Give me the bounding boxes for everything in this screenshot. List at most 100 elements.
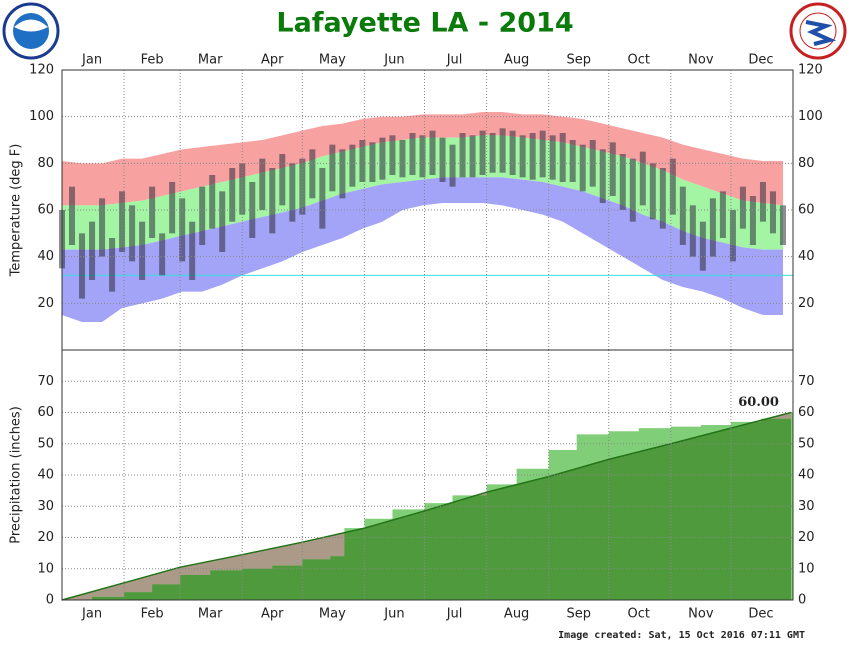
observed-range-bar xyxy=(449,144,456,187)
y2-tick-label: 50 xyxy=(798,436,815,451)
y-tick-label: 30 xyxy=(37,499,54,514)
observed-range-bar xyxy=(529,133,536,180)
observed-range-bar xyxy=(79,233,86,299)
x-tick-label: Oct xyxy=(628,607,650,622)
y2-tick-label: 80 xyxy=(798,156,815,171)
observed-range-bar xyxy=(289,163,296,222)
y2-tick-label: 10 xyxy=(798,561,815,576)
y-tick-label: 50 xyxy=(37,436,54,451)
observed-range-bar xyxy=(499,128,506,173)
x-tick-label: Apr xyxy=(261,53,284,68)
observed-range-bar xyxy=(739,186,746,229)
y-axis-title: Precipitation (inches) xyxy=(9,406,24,544)
observed-range-bar xyxy=(379,137,386,180)
x-tick-label: Jul xyxy=(446,607,463,622)
observed-range-bar xyxy=(399,140,406,178)
observed-range-bar xyxy=(769,191,776,234)
observed-range-bar xyxy=(179,198,186,262)
footnote: Image created: Sat, 15 Oct 2016 07:11 GM… xyxy=(558,630,805,641)
x-tick-label: Jan xyxy=(81,607,102,622)
observed-range-bar xyxy=(689,205,696,257)
y-tick-label: 60 xyxy=(37,405,54,420)
observed-range-bar xyxy=(169,182,176,234)
observed-range-bar xyxy=(349,144,356,187)
value-label: 60.00 xyxy=(738,395,779,410)
x-tick-label: Nov xyxy=(688,607,714,622)
x-tick-label: Apr xyxy=(261,607,284,622)
observed-range-bar xyxy=(559,133,566,182)
observed-range-bar xyxy=(489,133,496,173)
x-tick-label: Jun xyxy=(383,53,404,68)
observed-range-bar xyxy=(159,233,166,276)
x-tick-label: Mar xyxy=(198,53,223,68)
observed-range-bar xyxy=(709,198,716,257)
observed-range-bar xyxy=(209,175,216,229)
y2-tick-label: 40 xyxy=(798,249,815,264)
observed-range-bar xyxy=(219,191,226,252)
x-tick-label: Jun xyxy=(383,607,404,622)
x-tick-label: May xyxy=(319,607,346,622)
observed-range-bar xyxy=(639,151,646,206)
observed-range-bar xyxy=(229,168,236,222)
observed-range-bar xyxy=(339,149,346,199)
y2-tick-label: 60 xyxy=(798,203,815,218)
observed-range-bar xyxy=(299,158,306,215)
y-tick-label: 0 xyxy=(46,593,54,608)
observed-range-bar xyxy=(649,163,656,220)
observed-range-bar xyxy=(749,196,756,245)
observed-range-bar xyxy=(699,221,706,271)
chart-title: Lafayette LA - 2014 xyxy=(276,8,573,39)
x-tick-label: Feb xyxy=(141,607,164,622)
observed-range-bar xyxy=(519,135,526,178)
climate-band xyxy=(62,177,783,322)
y2-tick-label: 30 xyxy=(798,499,815,514)
observed-range-bar xyxy=(389,135,396,175)
observed-range-bar xyxy=(139,221,146,280)
climate-band xyxy=(62,112,783,206)
observed-range-bar xyxy=(629,158,636,222)
observed-range-bar xyxy=(199,186,206,245)
y-tick-label: 80 xyxy=(37,156,54,171)
observed-range-bar xyxy=(69,186,76,245)
y2-tick-label: 100 xyxy=(798,109,823,124)
x-tick-label: Dec xyxy=(748,53,773,68)
x-tick-label: Aug xyxy=(504,607,529,622)
observed-range-bar xyxy=(319,168,326,229)
y2-tick-label: 20 xyxy=(798,530,815,545)
observed-range-bar xyxy=(359,140,366,182)
observed-range-bar xyxy=(369,142,376,182)
observed-range-bar xyxy=(119,191,126,252)
x-tick-label: Dec xyxy=(748,607,773,622)
y-tick-label: 120 xyxy=(29,63,54,78)
logo-bolt xyxy=(805,20,837,46)
observed-range-bar xyxy=(569,140,576,182)
observed-range-bar xyxy=(269,168,276,234)
plot-frame xyxy=(61,349,794,601)
noaa-logo xyxy=(2,2,60,60)
nws-logo xyxy=(789,2,847,60)
y-tick-label: 10 xyxy=(37,561,54,576)
observed-range-bar xyxy=(279,154,286,206)
observed-range-bar xyxy=(759,182,766,222)
y2-tick-label: 60 xyxy=(798,405,815,420)
y2-tick-label: 20 xyxy=(798,296,815,311)
y2-tick-label: 70 xyxy=(798,374,815,389)
x-tick-label: Sep xyxy=(566,53,591,68)
y2-tick-label: 40 xyxy=(798,468,815,483)
observed-range-bar xyxy=(409,133,416,175)
x-tick-label: May xyxy=(319,53,346,68)
observed-range-bar xyxy=(419,135,426,178)
observed-range-bar xyxy=(239,163,246,215)
logo-bird xyxy=(14,19,48,32)
observed-range-bar xyxy=(99,198,106,257)
observed-range-bar xyxy=(679,186,686,245)
observed-range-bar xyxy=(149,186,156,238)
observed-range-bar xyxy=(729,210,736,262)
observed-range-bar xyxy=(429,130,436,175)
x-tick-label: Nov xyxy=(688,53,714,68)
y-tick-label: 100 xyxy=(29,109,54,124)
observed-range-bar xyxy=(539,130,546,178)
observed-range-bar xyxy=(249,182,256,238)
observed-range-bar xyxy=(129,205,136,262)
